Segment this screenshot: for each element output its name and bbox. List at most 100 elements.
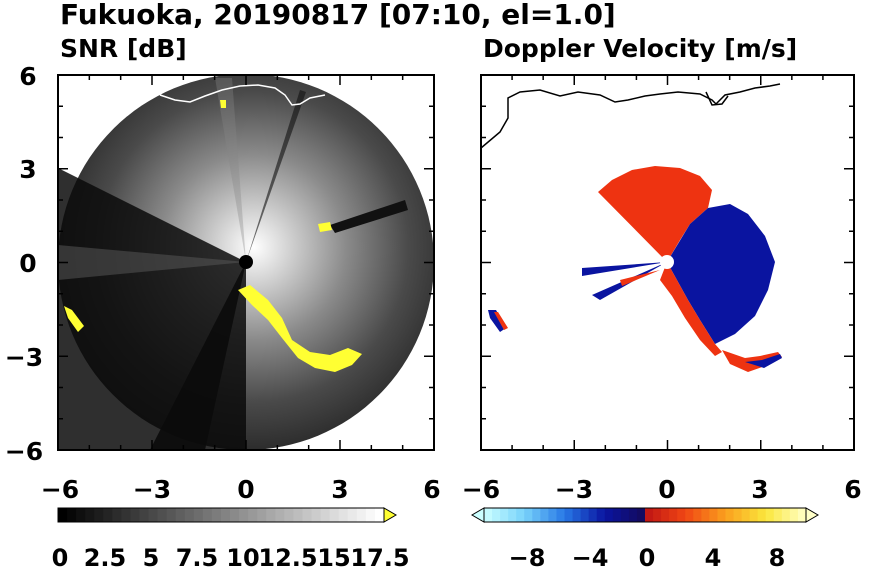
velocity-colorbar-segment <box>677 508 686 522</box>
velocity-west-spoke <box>620 270 660 286</box>
velocity-echo-west-edge <box>494 312 508 330</box>
velocity-xtick-label: 3 <box>751 475 768 504</box>
snr-return-north <box>220 100 226 108</box>
snr-high-returns <box>64 100 362 372</box>
velocity-colorbar-segment <box>725 508 735 522</box>
velocity-coastline <box>481 83 781 149</box>
snr-ytick-label: 3 <box>19 155 36 184</box>
velocity-colorbar-extend-min <box>471 507 485 523</box>
velocity-colorbar-segment <box>709 508 718 522</box>
velocity-colorbar-segment <box>693 508 702 522</box>
velocity-xtick-label: −6 <box>462 475 500 504</box>
snr-colorbar-segment <box>112 508 122 522</box>
velocity-panel-title: Doppler Velocity [m/s] <box>483 34 797 63</box>
velocity-colorbar-segment <box>532 508 541 522</box>
velocity-xtick-label: 0 <box>658 475 675 504</box>
snr-radar-site <box>239 255 253 269</box>
velocity-tick-marks <box>480 74 855 451</box>
velocity-colorbar-segment <box>661 508 670 522</box>
velocity-colorbar-segment <box>797 508 807 522</box>
velocity-colorbar-segment <box>757 508 767 522</box>
snr-colorbar-segment <box>320 508 331 522</box>
snr-colorbar-label: 0 <box>52 544 69 570</box>
snr-colorbar-segment <box>374 508 385 522</box>
snr-colorbar-segment <box>239 508 249 522</box>
velocity-colorbar-segment <box>717 508 726 522</box>
velocity-colorbar-label: 0 <box>639 544 656 570</box>
velocity-colorbar-segment <box>765 508 775 522</box>
snr-colorbar-label: 15 <box>317 544 350 570</box>
velocity-colorbar-segment <box>669 508 678 522</box>
velocity-colorbar-segment <box>685 508 694 522</box>
snr-colorbar <box>57 507 397 523</box>
velocity-colorbar-segment <box>604 508 614 522</box>
snr-colorbar-segment <box>103 508 113 522</box>
snr-colorbar-segment <box>157 508 168 522</box>
velocity-xtick-label: −3 <box>555 475 593 504</box>
snr-ytick-label: −6 <box>5 437 43 466</box>
velocity-colorbar-segment <box>556 508 565 522</box>
velocity-colorbar-label: 4 <box>705 544 722 570</box>
snr-panel: SNR [dB] −6 −3 <box>5 34 441 570</box>
velocity-colorbar-segment <box>484 508 493 522</box>
snr-colorbar-segment <box>193 508 204 522</box>
snr-panel-title: SNR [dB] <box>60 34 187 63</box>
velocity-colorbar <box>471 507 819 523</box>
snr-return-east <box>318 222 332 232</box>
snr-return-west <box>64 306 84 332</box>
velocity-colorbar-segment <box>492 508 501 522</box>
snr-colorbar-segment <box>356 508 367 522</box>
snr-colorbar-label: 12.5 <box>258 544 317 570</box>
snr-return-southeast <box>238 285 362 372</box>
velocity-colorbar-segment <box>612 508 622 522</box>
velocity-colorbar-segment <box>653 508 662 522</box>
snr-xtick-label: −6 <box>41 475 79 504</box>
velocity-colorbar-label: −8 <box>509 544 546 570</box>
snr-colorbar-segment <box>275 508 285 522</box>
velocity-colorbar-segment <box>628 508 638 522</box>
snr-colorbar-segment <box>67 508 77 522</box>
velocity-panel: Doppler Velocity [m/s] <box>462 34 862 570</box>
snr-colorbar-label: 5 <box>143 544 160 570</box>
snr-colorbar-label: 10 <box>226 544 259 570</box>
velocity-echo-southeast-edge <box>745 354 782 368</box>
velocity-colorbar-segment <box>516 508 525 522</box>
snr-colorbar-segment <box>58 508 68 522</box>
snr-blocked-sector-south <box>150 262 246 450</box>
snr-colorbar-segment <box>175 508 186 522</box>
snr-colorbar-segment <box>130 508 140 522</box>
snr-colorbar-segment <box>202 508 213 522</box>
snr-coastline <box>159 84 326 106</box>
snr-colorbar-segment <box>284 508 294 522</box>
velocity-west-spoke <box>582 262 667 276</box>
velocity-colorbar-segment <box>548 508 557 522</box>
velocity-colorbar-segment <box>733 508 743 522</box>
snr-colorbar-segment <box>365 508 376 522</box>
snr-colorbar-extend-max <box>383 507 397 523</box>
velocity-colorbar-segment <box>773 508 783 522</box>
velocity-colorbar-frame <box>483 507 807 523</box>
snr-colorbar-segment <box>302 508 313 522</box>
snr-tick-marks <box>57 74 435 451</box>
velocity-colorbar-segment <box>500 508 509 522</box>
velocity-colorbar-segment <box>749 508 759 522</box>
velocity-colorbar-extend-max <box>805 507 819 523</box>
velocity-radar-site <box>660 255 674 269</box>
snr-colorbar-segment <box>338 508 349 522</box>
velocity-colorbar-segment <box>508 508 517 522</box>
velocity-negative-region <box>667 204 775 344</box>
snr-colorbar-segment <box>311 508 322 522</box>
velocity-colorbar-segment <box>572 508 582 522</box>
velocity-colorbar-segment <box>741 508 751 522</box>
snr-colorbar-segment <box>221 508 231 522</box>
snr-xtick-label: −3 <box>133 475 171 504</box>
velocity-colorbar-segment <box>620 508 630 522</box>
figure-title: Fukuoka, 20190817 [07:10, el=1.0] <box>60 0 616 31</box>
snr-colorbar-segment <box>211 508 222 522</box>
snr-colorbar-label: 7.5 <box>176 544 219 570</box>
velocity-echo-southeast <box>722 350 782 372</box>
velocity-colorbar-segment <box>701 508 710 522</box>
snr-colorbar-segment <box>139 508 150 522</box>
snr-beam-streak-west <box>58 245 246 280</box>
